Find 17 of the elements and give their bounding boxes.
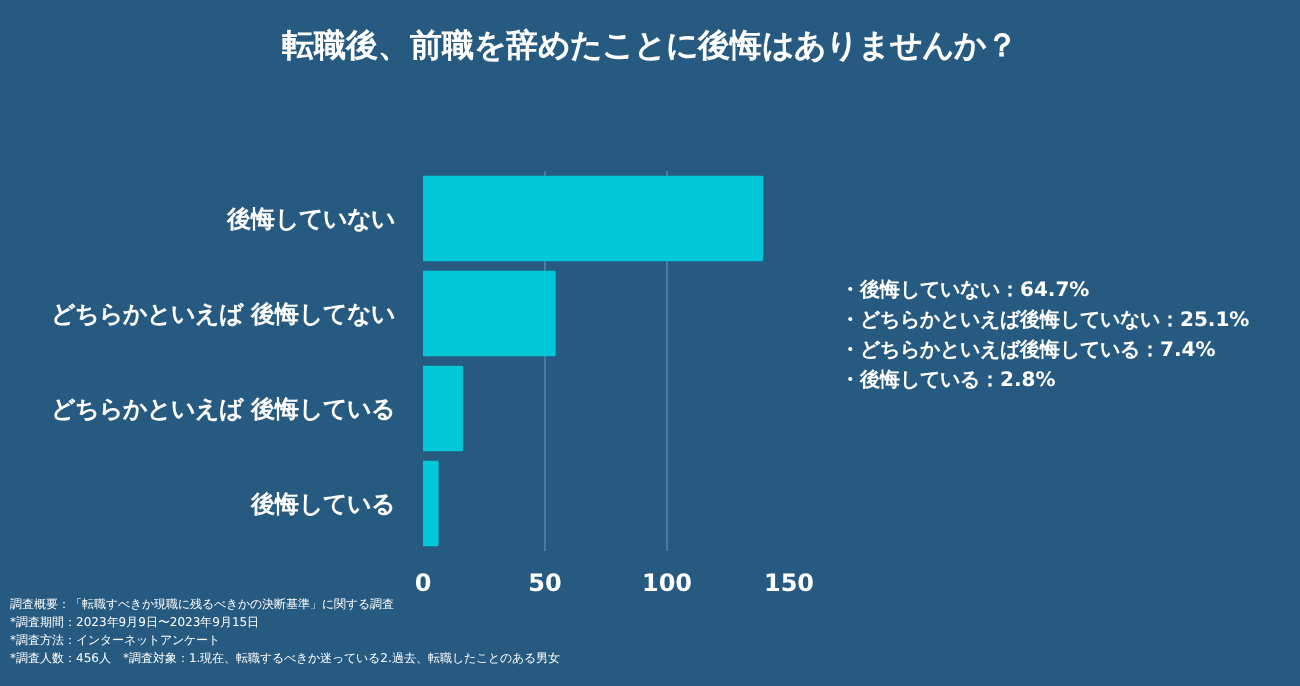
y-tick-label: 後悔している bbox=[249, 489, 395, 518]
x-tick-label: 50 bbox=[528, 569, 562, 597]
text: ・後悔していない：64.7% bbox=[840, 277, 1092, 306]
chart-title: 転職後、前職を辞めたことに後悔はありませんか？ bbox=[280, 24, 1020, 68]
text: ・どちらかといえば後悔している：7.4% bbox=[840, 337, 1218, 366]
text: ・後悔している：2.8% bbox=[840, 367, 1058, 396]
bar bbox=[423, 365, 464, 452]
bar bbox=[423, 175, 764, 262]
x-tick-label: 150 bbox=[763, 569, 815, 597]
bar bbox=[423, 270, 556, 357]
text: ・どちらかといえば後悔していない：25.1% bbox=[840, 307, 1250, 336]
y-tick-label: どちらかといえば 後悔してない bbox=[50, 299, 396, 328]
bar bbox=[423, 460, 439, 547]
y-tick-label: 後悔していない bbox=[225, 204, 395, 233]
x-tick-label: 0 bbox=[414, 569, 432, 597]
x-tick-label: 100 bbox=[641, 569, 693, 597]
y-tick-label: どちらかといえば 後悔している bbox=[50, 394, 396, 423]
